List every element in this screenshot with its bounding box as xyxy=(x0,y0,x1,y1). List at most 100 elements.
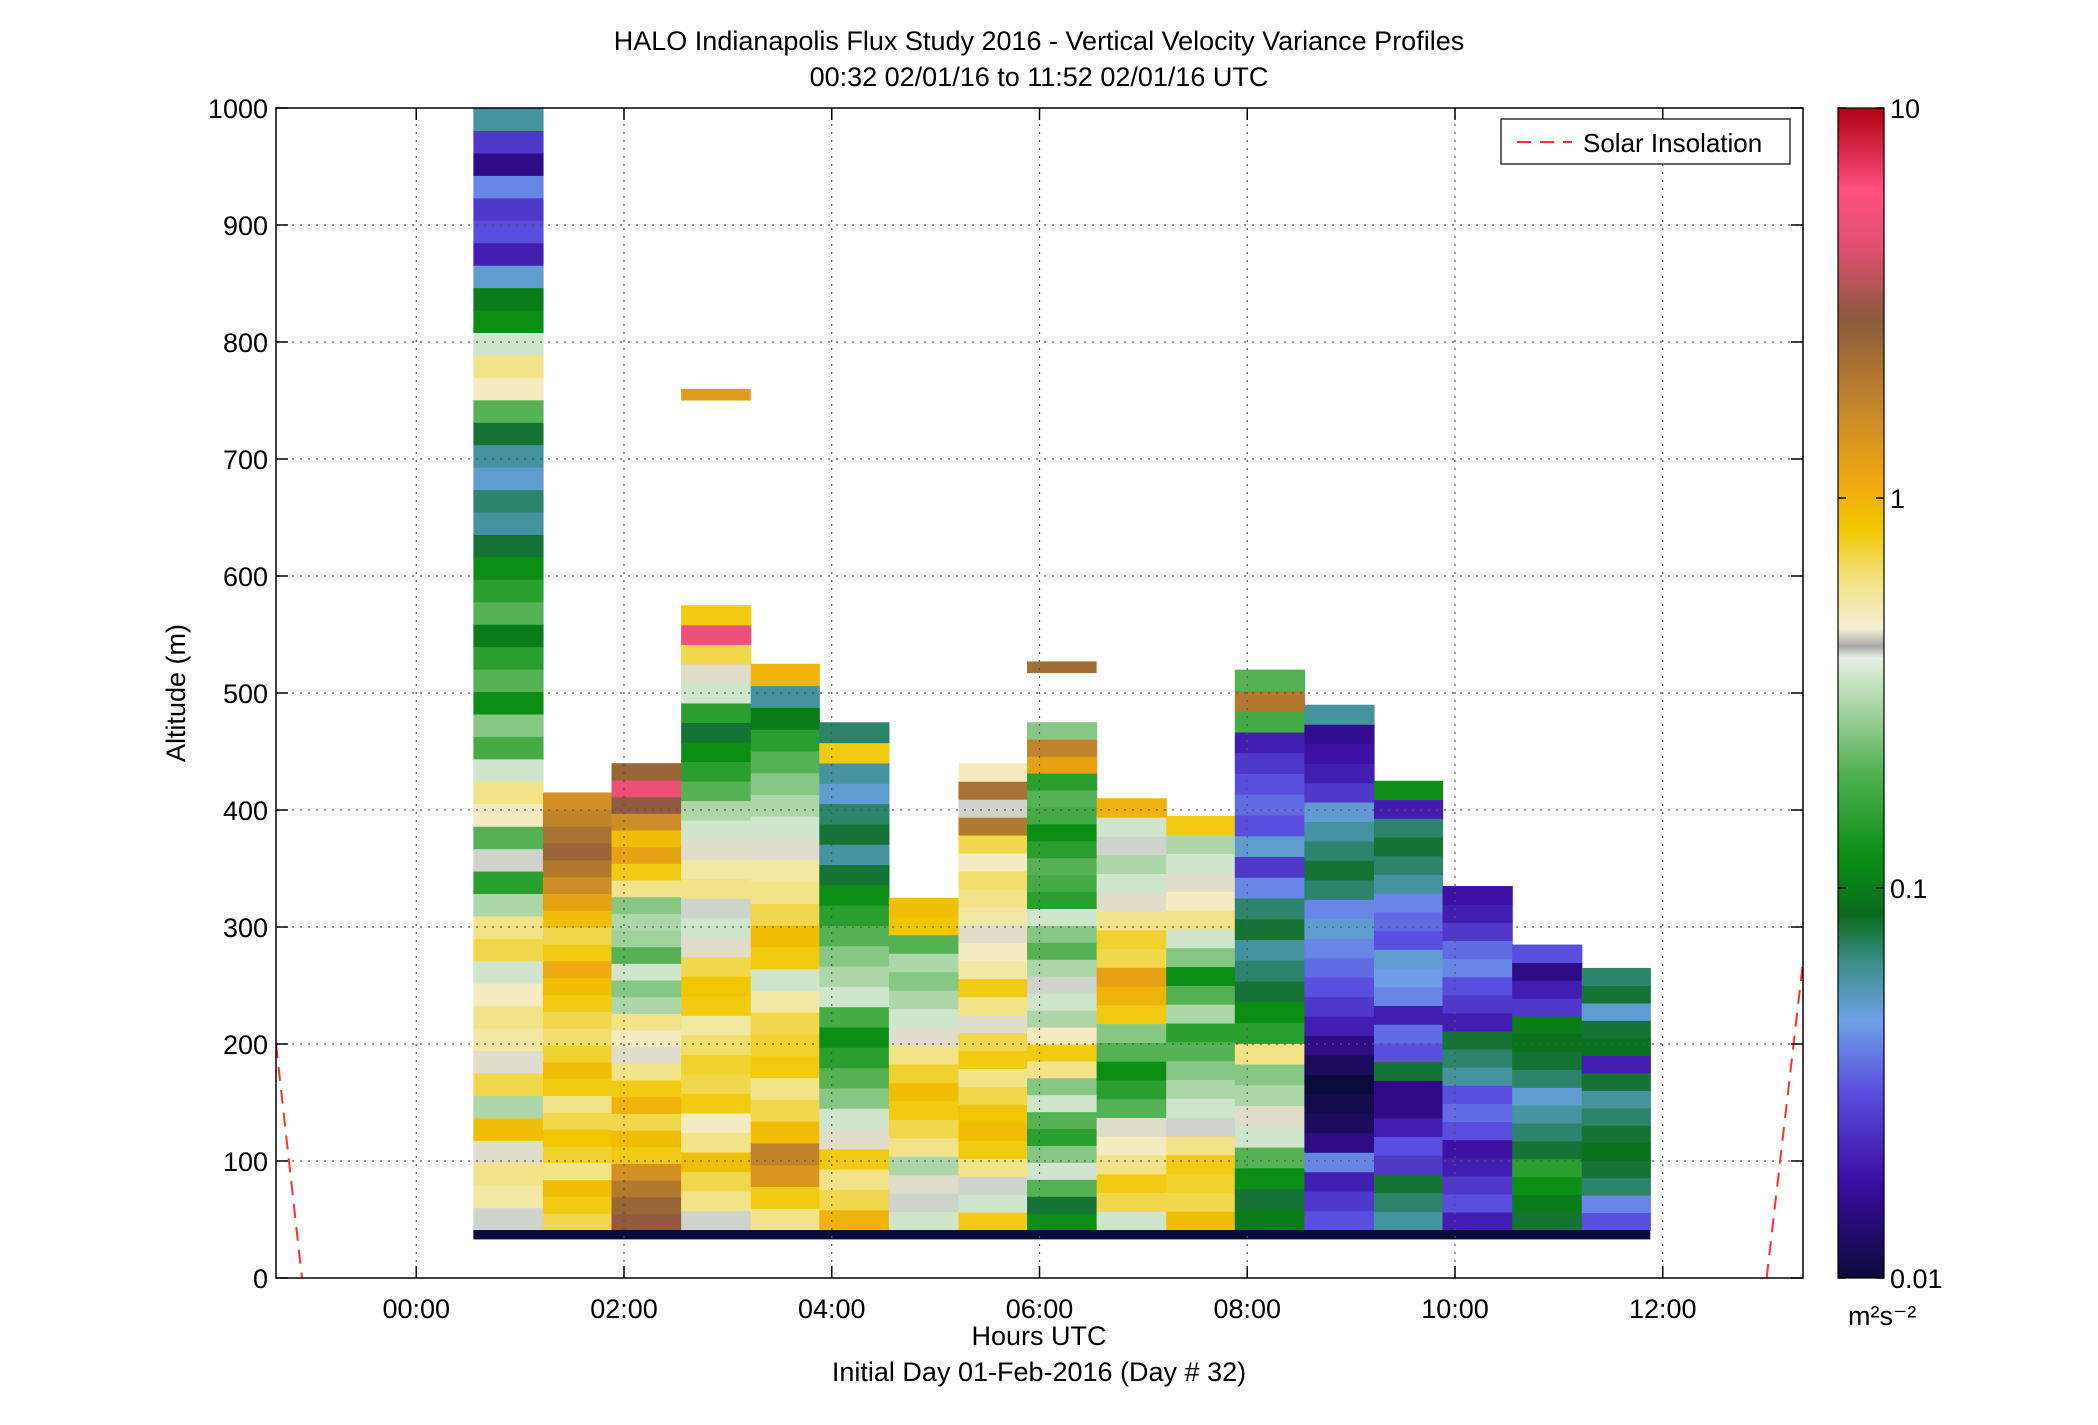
heatmap-cell xyxy=(473,422,544,446)
heatmap-cell xyxy=(473,108,544,132)
heatmap-cell xyxy=(1304,860,1375,881)
heatmap-cell xyxy=(611,813,682,831)
heatmap-cell xyxy=(888,916,960,936)
profile-column xyxy=(1166,815,1236,1231)
heatmap-cell xyxy=(1166,928,1236,949)
heatmap-cell xyxy=(750,816,820,839)
heatmap-cell xyxy=(1234,1209,1305,1231)
heatmap-cell xyxy=(888,1082,960,1102)
x-tick-label: 06:00 xyxy=(1006,1294,1074,1324)
profile-column xyxy=(1096,798,1167,1231)
heatmap-cell xyxy=(1304,899,1375,920)
heatmap-cell xyxy=(1581,985,1651,1004)
heatmap-cell xyxy=(750,1034,820,1057)
heatmap-cell xyxy=(750,750,820,774)
y-tick-label: 900 xyxy=(223,211,268,241)
heatmap-cell xyxy=(1027,756,1098,774)
colorbar-tick-label: 0.01 xyxy=(1890,1264,1943,1294)
heatmap-cell xyxy=(542,1028,613,1046)
heatmap-cell xyxy=(542,1078,613,1096)
heatmap-cell xyxy=(958,1140,1028,1159)
heatmap-cell xyxy=(473,309,544,334)
heatmap-cell xyxy=(1027,1213,1098,1231)
heatmap-cell xyxy=(473,713,544,737)
heatmap-cell xyxy=(750,1121,820,1144)
heatmap-cell xyxy=(473,983,544,1007)
heatmap-cell xyxy=(819,742,890,764)
profile-column xyxy=(958,763,1028,1231)
heatmap-cell xyxy=(1096,835,1167,856)
heatmap-cell xyxy=(1512,944,1583,963)
heatmap-cell xyxy=(681,898,752,919)
heatmap-cell xyxy=(958,1122,1028,1141)
heatmap-cell xyxy=(473,444,544,468)
y-tick-label: 400 xyxy=(223,796,268,826)
heatmap-cell xyxy=(473,467,544,491)
heatmap-cell xyxy=(542,809,613,827)
grid xyxy=(276,108,1803,1278)
heatmap-cell xyxy=(1234,1001,1305,1024)
heatmap-cell xyxy=(611,1079,682,1098)
heatmap-cell xyxy=(681,722,752,743)
heatmap-cell xyxy=(958,835,1028,854)
x-tick-label: 02:00 xyxy=(590,1294,658,1324)
heatmap-cell xyxy=(473,960,544,984)
heatmap-cell xyxy=(819,1047,890,1069)
heatmap-cell xyxy=(473,1005,544,1029)
heatmap-cell xyxy=(1096,1211,1167,1231)
heatmap-cell xyxy=(819,864,890,886)
heatmap-cell xyxy=(611,763,682,781)
heatmap-cell xyxy=(1234,980,1305,1003)
solar-insolation-segment xyxy=(276,1043,303,1278)
heatmap-cell xyxy=(1442,1030,1513,1050)
heatmap-cell xyxy=(958,1176,1028,1195)
heatmap-cell xyxy=(611,863,682,881)
heatmap-cell xyxy=(1373,986,1444,1006)
heatmap-cell xyxy=(1027,806,1098,825)
heatmap-cell xyxy=(1373,818,1444,838)
heatmap-cell xyxy=(819,1148,890,1170)
heatmap-cell xyxy=(473,556,544,580)
heatmap-cell xyxy=(888,1137,960,1157)
heatmap-cell xyxy=(1512,1140,1583,1160)
heatmap-cell xyxy=(750,837,820,861)
heatmap-cell xyxy=(1096,1136,1167,1156)
heatmap-cell xyxy=(1442,886,1513,905)
heatmap-cell xyxy=(542,842,613,861)
heatmap-cell xyxy=(473,736,544,760)
heatmap-cell xyxy=(819,844,890,866)
profile-column xyxy=(1581,967,1651,1231)
heatmap-cell xyxy=(1512,1033,1583,1053)
heatmap-cell xyxy=(681,1151,752,1173)
heatmap-cell xyxy=(1373,1042,1444,1063)
heatmap-cell xyxy=(1027,976,1098,994)
heatmap-cell xyxy=(1166,909,1236,930)
heatmap-cell xyxy=(888,934,960,954)
heatmap-cell xyxy=(473,534,544,558)
heatmap-cell xyxy=(611,779,682,798)
heatmap-cell xyxy=(681,761,752,782)
heatmap-cell xyxy=(1581,1195,1651,1214)
heatmap-cell xyxy=(1027,789,1098,808)
profile-column xyxy=(1027,722,1098,1231)
heatmap-cell xyxy=(750,1142,820,1166)
heatmap-cell xyxy=(958,763,1028,782)
y-tick-label: 300 xyxy=(223,913,268,943)
heatmap-cell xyxy=(1234,856,1305,878)
heatmap-cell xyxy=(611,913,682,931)
heatmap-cell xyxy=(473,377,544,401)
heatmap-cell xyxy=(473,130,544,154)
heatmap-cell xyxy=(681,937,752,958)
heatmap-cell xyxy=(681,644,752,665)
heatmap-cell xyxy=(1373,1136,1444,1156)
heatmap-cell xyxy=(1096,1154,1167,1175)
heatmap-cell xyxy=(1304,1074,1375,1095)
heatmap-cell xyxy=(958,1212,1028,1231)
heatmap-cell xyxy=(1442,1157,1513,1177)
heatmap-cell xyxy=(1373,836,1444,857)
heatmap-cell xyxy=(1442,922,1513,941)
heatmap-cell xyxy=(542,1213,613,1231)
heatmap-cell xyxy=(681,605,752,626)
heatmap-cell xyxy=(473,1072,544,1096)
chart-subtitle: 00:32 02/01/16 to 11:52 02/01/16 UTC xyxy=(810,62,1269,92)
